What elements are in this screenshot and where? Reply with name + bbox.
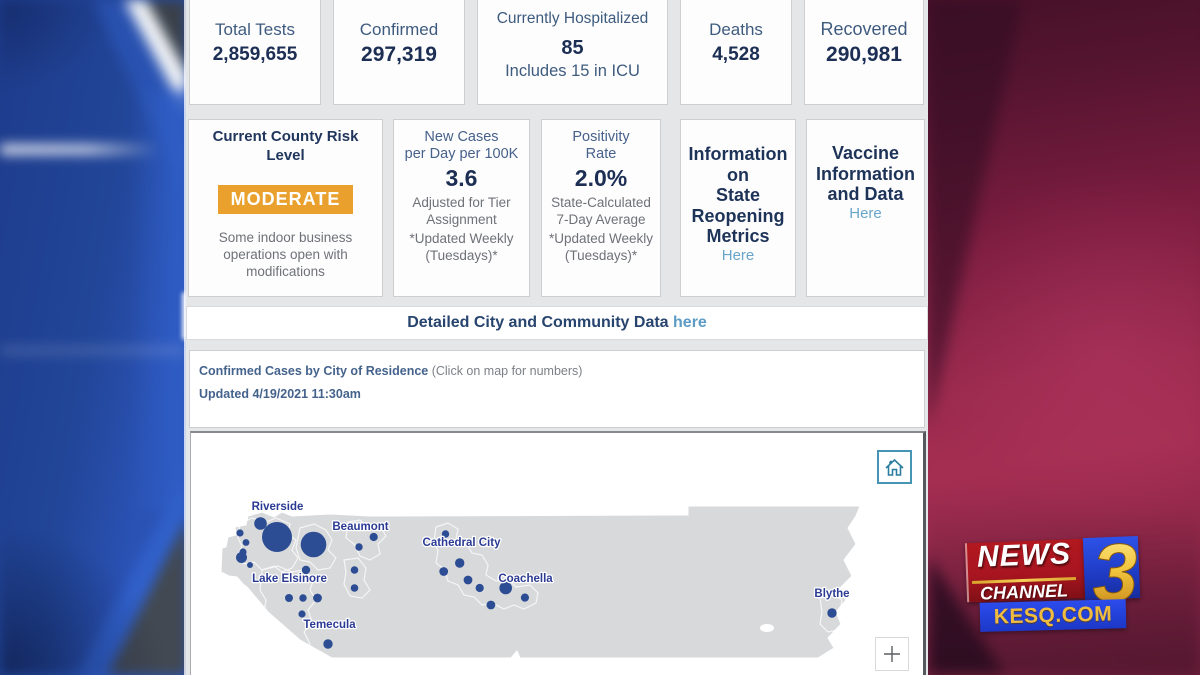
svg-text:Blythe: Blythe [814, 588, 849, 600]
svg-text:Lake Elsinore: Lake Elsinore [252, 573, 327, 585]
svg-text:Temecula: Temecula [303, 619, 356, 631]
svg-text:Riverside: Riverside [252, 501, 304, 513]
svg-text:Cathedral City: Cathedral City [423, 537, 502, 549]
svg-text:Coachella: Coachella [498, 573, 553, 585]
svg-text:Beaumont: Beaumont [332, 521, 388, 533]
